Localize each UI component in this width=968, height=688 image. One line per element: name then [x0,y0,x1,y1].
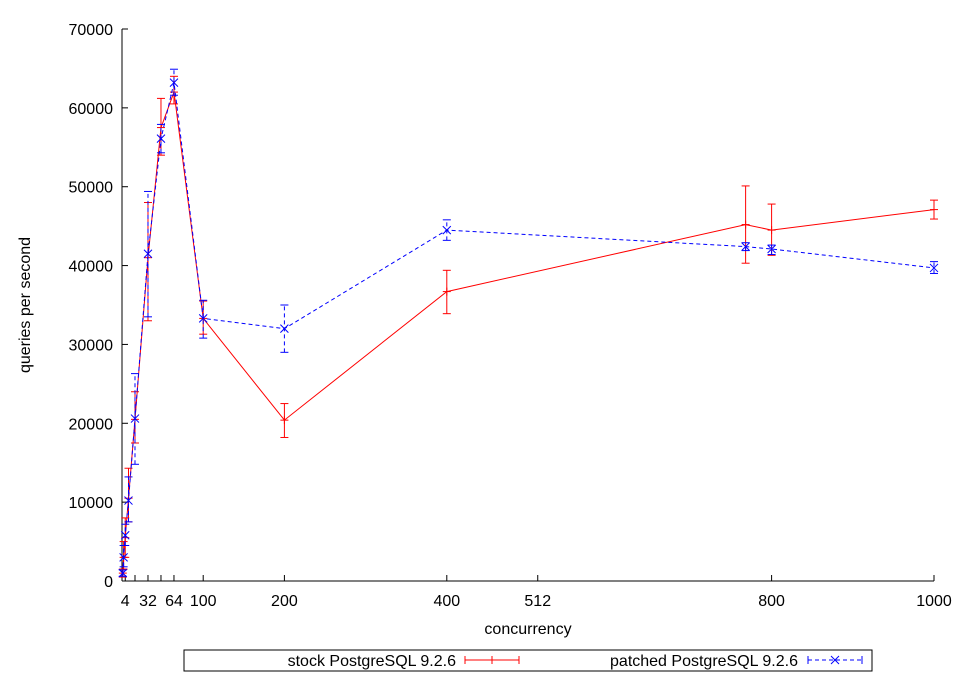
error-bar [143,190,152,318]
x-tick-label: 32 [139,593,157,610]
y-tick-label: 40000 [69,259,114,276]
error-bar [124,476,133,523]
x-tick-label: 200 [271,593,298,610]
data-point [767,226,776,235]
data-point [280,324,289,334]
marker-cross [130,414,140,423]
data-point [442,287,451,296]
data-point [930,205,938,214]
marker-cross [156,134,166,143]
data-point [119,552,128,562]
x-tick-label: 4 [121,593,130,610]
legend-marker-cross [830,655,840,665]
marker-cross [169,78,179,87]
x-tick-label: 100 [190,593,217,610]
series-layer [118,68,939,578]
marker-cross [119,552,128,562]
error-bar [169,68,178,96]
marker-cross [143,249,153,259]
data-point [442,225,452,235]
error-bar [930,261,938,274]
legend-entry: patched PostgreSQL 9.2.6 [610,653,863,670]
series-1 [118,75,938,578]
series-2 [118,68,939,578]
data-point [156,134,166,143]
data-point [929,263,939,273]
y-tick-label: 70000 [69,22,114,39]
x-tick-label: 512 [524,593,551,610]
data-point [741,242,750,251]
y-tick-label: 50000 [69,180,114,197]
series-line [122,91,935,574]
y-tick-label: 30000 [69,337,114,354]
data-point [169,78,179,87]
marker-cross [124,496,133,505]
data-point [280,416,289,425]
axes: 0 10000 20000 30000 40000 50000 60000 70000 4 32 6… [69,22,952,610]
series-line [122,82,935,574]
data-point [767,244,776,254]
y-tick-label: 0 [104,574,113,591]
marker-cross [929,263,939,273]
data-point [198,314,208,323]
legend-box [183,649,873,672]
x-tick-label: 1000 [916,593,952,610]
x-axis-title: concurrency [484,621,571,638]
x-tick-label: 64 [165,593,183,610]
marker-cross [741,242,750,251]
marker-cross [767,244,776,254]
data-point [130,414,140,423]
y-tick-label: 10000 [69,495,114,512]
marker-cross [280,324,289,334]
data-point [120,530,130,540]
legend-label: patched PostgreSQL 9.2.6 [610,653,798,670]
y-tick-label: 60000 [69,101,114,118]
error-bar [767,244,776,256]
y-axis-title: queries per second [17,237,34,373]
marker-cross [118,568,128,578]
marker-cross [198,314,208,323]
data-point [143,249,153,259]
data-point [741,220,750,229]
x-tick-label: 400 [433,593,460,610]
legend-entry: stock PostgreSQL 9.2.6 [288,653,520,670]
data-point [124,496,133,505]
error-bar [199,299,208,339]
data-point [118,568,128,578]
x-tick-label: 800 [758,593,785,610]
legend-label: stock PostgreSQL 9.2.6 [288,653,456,670]
marker-cross [442,225,452,235]
y-tick-label: 20000 [69,416,114,433]
marker-cross [120,530,130,540]
legend: stock PostgreSQL 9.2.6 patched PostgreSQL… [183,649,873,672]
